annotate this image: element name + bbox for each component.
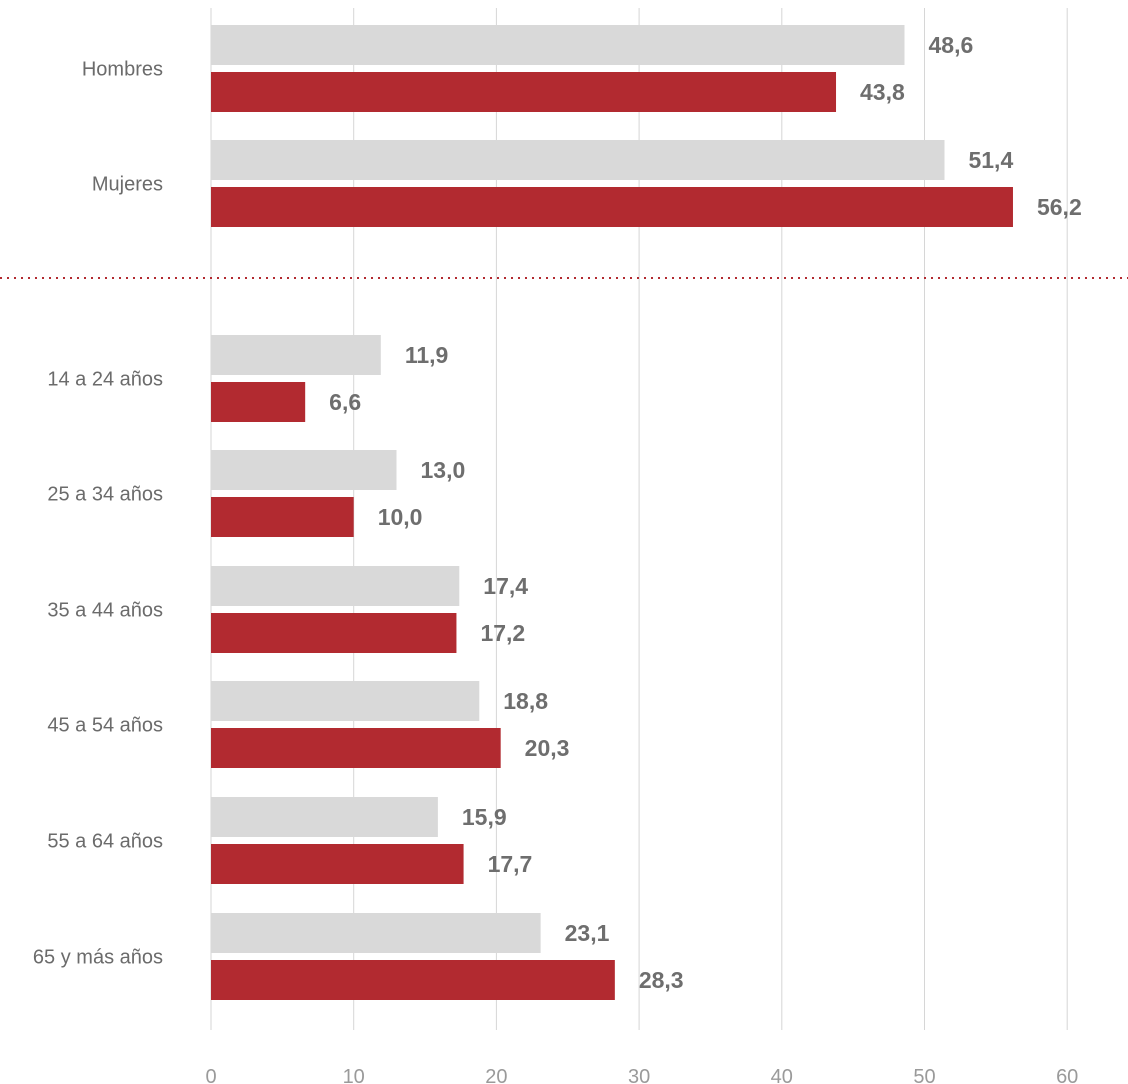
bar-red [211, 960, 615, 1000]
data-label: 18,8 [503, 688, 548, 714]
data-label: 17,4 [483, 573, 528, 599]
data-label: 15,9 [462, 804, 507, 830]
bar-grey [211, 681, 480, 721]
x-tick-label: 40 [771, 1066, 793, 1084]
bar-red [211, 497, 354, 537]
data-label: 17,7 [488, 851, 533, 877]
category-label: Hombres [82, 59, 163, 81]
category-label: 55 a 64 años [47, 831, 163, 853]
category-label: 35 a 44 años [47, 600, 163, 622]
x-tick-label: 30 [628, 1066, 650, 1084]
bar-grey [211, 335, 381, 375]
category-label: 45 a 54 años [47, 715, 163, 737]
data-label: 43,8 [860, 79, 905, 105]
data-label: 17,2 [480, 620, 525, 646]
bar-red [211, 382, 306, 422]
data-label: 48,6 [929, 32, 974, 58]
data-label: 20,3 [525, 735, 570, 761]
bar-grey [211, 913, 541, 953]
category-label: Mujeres [92, 174, 163, 196]
bar-grey [211, 797, 438, 837]
data-label: 11,9 [405, 342, 449, 368]
bar-red [211, 844, 464, 884]
bar-red [211, 72, 837, 112]
x-tick-label: 20 [485, 1066, 507, 1084]
data-label: 6,6 [329, 389, 361, 415]
data-label: 23,1 [565, 920, 610, 946]
data-label: 51,4 [968, 147, 1013, 173]
bar-grey [211, 25, 905, 65]
x-tick-label: 60 [1056, 1066, 1078, 1084]
bar-grey [211, 450, 397, 490]
data-label: 56,2 [1037, 194, 1082, 220]
data-label: 10,0 [378, 504, 423, 530]
bar-grey [211, 140, 945, 180]
data-label: 13,0 [421, 457, 466, 483]
data-label: 28,3 [639, 967, 684, 993]
x-tick-label: 0 [205, 1066, 216, 1084]
category-label: 14 a 24 años [47, 369, 163, 391]
bar-red [211, 728, 501, 768]
category-label: 25 a 34 años [47, 484, 163, 506]
x-tick-label: 10 [343, 1066, 365, 1084]
category-label: 65 y más años [33, 947, 163, 969]
bar-grey [211, 566, 460, 606]
bar-red [211, 613, 457, 653]
x-tick-label: 50 [913, 1066, 935, 1084]
bar-red [211, 187, 1013, 227]
